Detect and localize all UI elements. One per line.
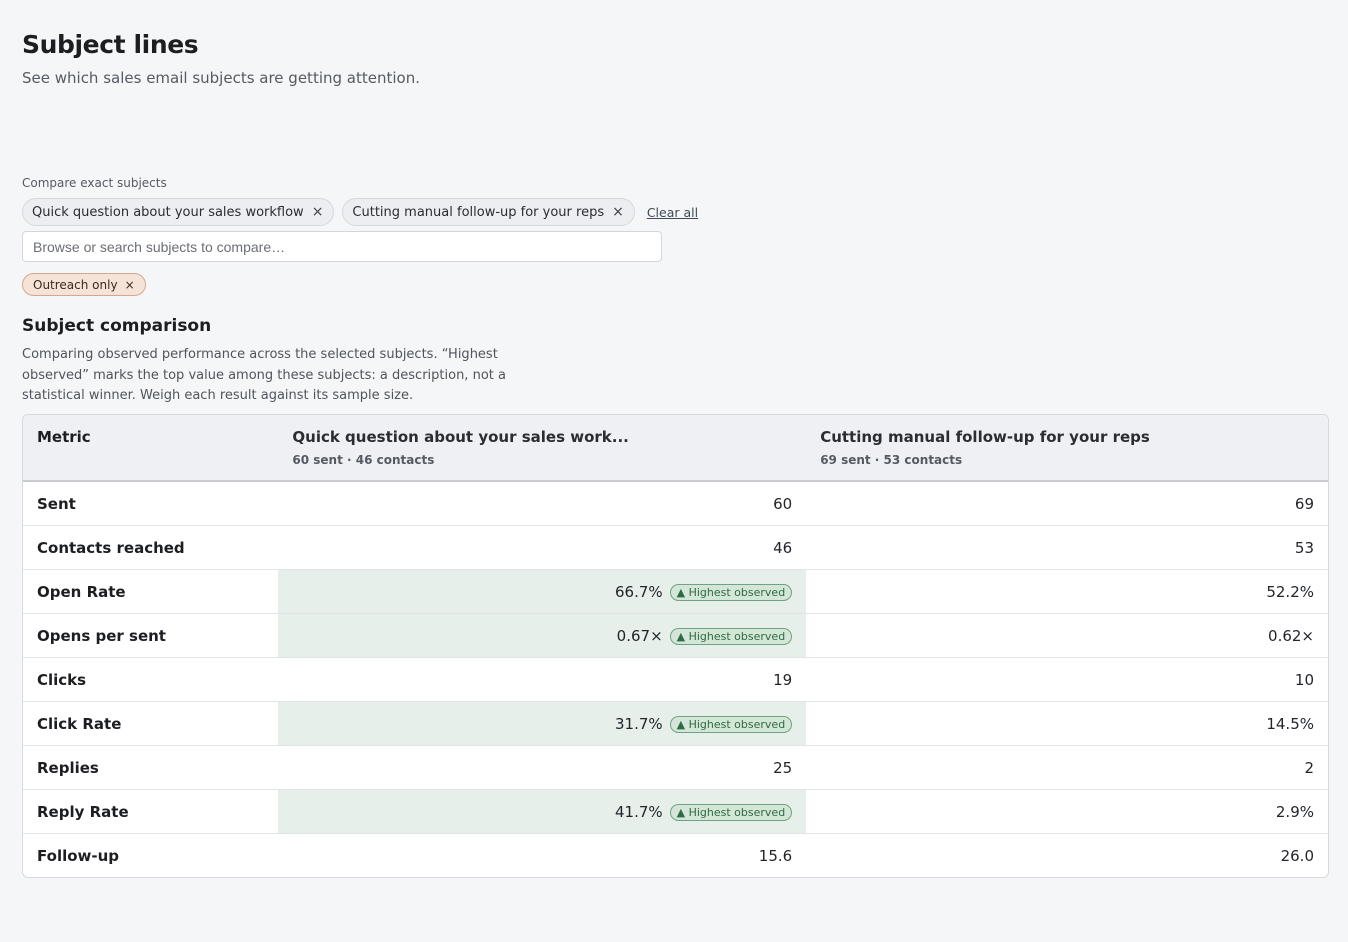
value-cell-highlighted: 31.7% ▲ Highest observed [278, 701, 807, 746]
table-row: Reply Rate 41.7% ▲ Highest observed 2.9% [23, 789, 1328, 834]
remove-chip-icon[interactable]: × [612, 204, 624, 220]
table-row: Replies 25 2 [23, 745, 1328, 790]
metric-label: Opens per sent [23, 613, 279, 658]
value-cell: 10 [806, 657, 1328, 702]
subject-chip-label: Quick question about your sales workflow [32, 204, 304, 220]
subject-column-meta: 69 sent · 53 contacts [820, 453, 963, 467]
table-row: Contacts reached 46 53 [23, 525, 1328, 570]
subject-chips: Quick question about your sales workflow… [22, 198, 698, 226]
filter-chip-label: Outreach only [33, 277, 118, 292]
subject-chip-2: Cutting manual follow-up for your reps × [342, 198, 635, 226]
header-metric: Metric [23, 415, 279, 482]
comparison-heading: Subject comparison [22, 316, 212, 336]
metric-label: Sent [37, 494, 76, 513]
value-cell: 53 [806, 525, 1328, 570]
comparison-description: Comparing observed performance across th… [22, 347, 506, 403]
subject-column-title: Quick question about your sales work... [292, 428, 629, 446]
header-subject-1: Quick question about your sales work... … [278, 415, 807, 482]
header-subject-2: Cutting manual follow-up for your reps 6… [806, 415, 1328, 482]
highest-observed-badge: ▲ Highest observed [669, 583, 793, 601]
value-cell: 2 [806, 745, 1328, 790]
value-cell: 14.5% [806, 701, 1328, 746]
remove-filter-icon[interactable]: × [124, 277, 135, 292]
subject-chip-1: Quick question about your sales workflow… [22, 198, 335, 226]
metric-label: Clicks [23, 657, 279, 702]
comparison-table: Metric Quick question about your sales w… [22, 414, 1329, 878]
value-cell: 52.2% [806, 569, 1328, 614]
table-row: Open Rate 66.7% ▲ Highest observed 52.2% [23, 569, 1328, 614]
value-cell: 19 [278, 657, 807, 702]
metric-label: Reply Rate [23, 789, 279, 834]
value-cell-highlighted: 41.7% ▲ Highest observed [278, 789, 807, 834]
metric-label: Replies [23, 745, 279, 790]
table-header-row: Metric Quick question about your sales w… [23, 415, 1328, 482]
value-cell: 2.9% [806, 789, 1328, 834]
metric-label: Open Rate [23, 569, 279, 614]
table-row: Click Rate 31.7% ▲ Highest observed 14.5% [23, 701, 1328, 746]
subject-column-meta: 60 sent · 46 contacts [292, 453, 435, 467]
table-row: Clicks 19 10 [23, 657, 1328, 702]
clear-all-link[interactable]: Clear all [646, 204, 699, 220]
page-subtitle: See which sales email subjects are getti… [22, 69, 420, 87]
value-cell: 25 [278, 745, 807, 790]
value-cell: 46 [278, 525, 807, 570]
remove-chip-icon[interactable]: × [311, 204, 324, 220]
compare-label: Compare exact subjects [22, 176, 167, 190]
value-cell: 26.0 [806, 833, 1328, 877]
metric-label: Follow-up [23, 833, 279, 877]
value-cell: 15.6 [278, 833, 807, 877]
subject-column-title: Cutting manual follow-up for your reps [820, 428, 1150, 446]
table-row: Opens per sent 0.67× ▲ Highest observed 0… [23, 613, 1328, 658]
value-cell: 0.62× [806, 613, 1328, 658]
metric-label: Contacts reached [23, 525, 279, 570]
subject-chip-label: Cutting manual follow-up for your reps [352, 204, 605, 220]
filter-chip-outreach: Outreach only × [22, 273, 146, 296]
table-row: Sent 60 69 [23, 481, 1328, 526]
page-title: Subject lines [22, 30, 199, 59]
subject-search-input[interactable] [22, 231, 662, 262]
value-cell-highlighted: 0.67× ▲ Highest observed [278, 613, 807, 658]
value-cell: 69 [1294, 494, 1314, 513]
table-row: Follow-up 15.6 26.0 [23, 833, 1328, 877]
highest-observed-badge: ▲ Highest observed [669, 715, 793, 733]
highest-observed-badge: ▲ Highest observed [669, 627, 793, 645]
highest-observed-badge: ▲ Highest observed [669, 803, 793, 821]
metric-label: Click Rate [23, 701, 279, 746]
value-cell-highlighted: 66.7% ▲ Highest observed [278, 569, 807, 614]
value-cell: 60 [773, 494, 793, 513]
